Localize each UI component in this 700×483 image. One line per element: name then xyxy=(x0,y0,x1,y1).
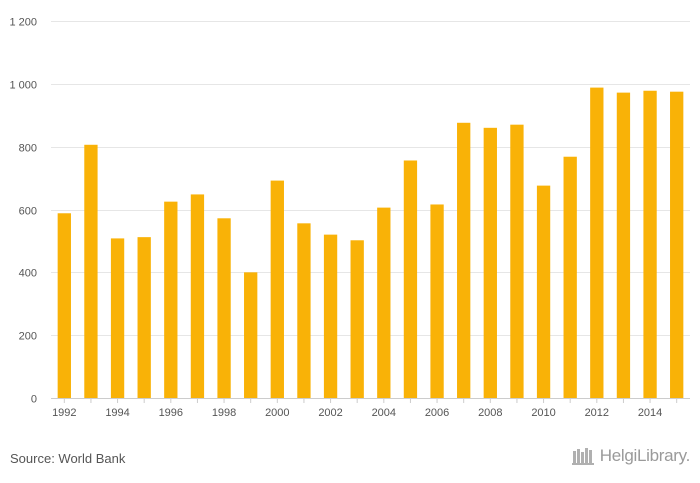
bar-2011 xyxy=(563,156,577,398)
bar-2014 xyxy=(643,90,657,399)
bar-2015 xyxy=(670,91,684,398)
y-tick-label: 800 xyxy=(19,143,37,155)
x-tick-label: 2006 xyxy=(425,407,449,419)
bar-1992 xyxy=(57,213,71,398)
x-tick-label: 2004 xyxy=(372,407,396,419)
x-tick-label: 1992 xyxy=(52,407,76,419)
y-tick-label: 400 xyxy=(19,268,37,280)
y-tick-label: 600 xyxy=(19,206,37,218)
logo-text: HelgiLibrary. xyxy=(599,446,691,465)
x-tick-label: 1994 xyxy=(105,407,129,419)
bar-1997 xyxy=(190,194,205,398)
bar-2007 xyxy=(457,122,471,398)
x-tick-label: 2010 xyxy=(531,407,555,419)
bar-1994 xyxy=(110,238,125,398)
bar-1998 xyxy=(217,218,231,398)
bar-1993 xyxy=(84,144,98,398)
bar-2006 xyxy=(430,204,444,398)
y-tick-label: 1 000 xyxy=(9,80,37,92)
x-tick-label: 1998 xyxy=(212,407,236,419)
x-tick-label: 2002 xyxy=(318,407,342,419)
bar-1996 xyxy=(164,201,178,398)
x-tick-label: 1996 xyxy=(159,407,183,419)
bar-1995 xyxy=(137,237,151,398)
grid-lines xyxy=(51,21,690,399)
x-tick-label: 2008 xyxy=(478,407,502,419)
y-tick-label: 0 xyxy=(31,394,37,406)
bar-2003 xyxy=(350,240,364,398)
bar-1999 xyxy=(244,272,258,398)
bar-chart: 0 200 400 600 800 1 000 1 200 1992 1994 1996 1998… xyxy=(9,17,690,419)
bar-2012 xyxy=(590,87,604,398)
bar-2002 xyxy=(323,234,338,398)
bar-2005 xyxy=(403,160,418,398)
y-tick-label: 1 200 xyxy=(9,17,37,29)
bar-2004 xyxy=(377,207,391,398)
bar-2013 xyxy=(616,92,631,398)
bar-2001 xyxy=(297,223,311,398)
library-books-icon xyxy=(571,448,594,465)
bar-2009 xyxy=(510,124,524,399)
y-axis-labels: 0 200 400 600 800 1 000 1 200 xyxy=(9,17,37,406)
x-axis-labels: 1992 1994 1996 1998 2000 2002 2004 2006 2008 2010… xyxy=(52,398,678,419)
bars xyxy=(57,87,684,399)
y-tick-label: 200 xyxy=(19,331,37,343)
bar-2000 xyxy=(270,180,284,398)
x-tick-label: 2000 xyxy=(265,407,289,419)
x-tick-label: 2014 xyxy=(638,407,662,419)
bar-2010 xyxy=(536,185,551,398)
bar-2008 xyxy=(483,127,497,399)
source-note: Source: World Bank xyxy=(10,451,126,466)
x-tick-label: 2012 xyxy=(585,407,609,419)
helgilibrary-logo: HelgiLibrary. xyxy=(571,446,691,466)
